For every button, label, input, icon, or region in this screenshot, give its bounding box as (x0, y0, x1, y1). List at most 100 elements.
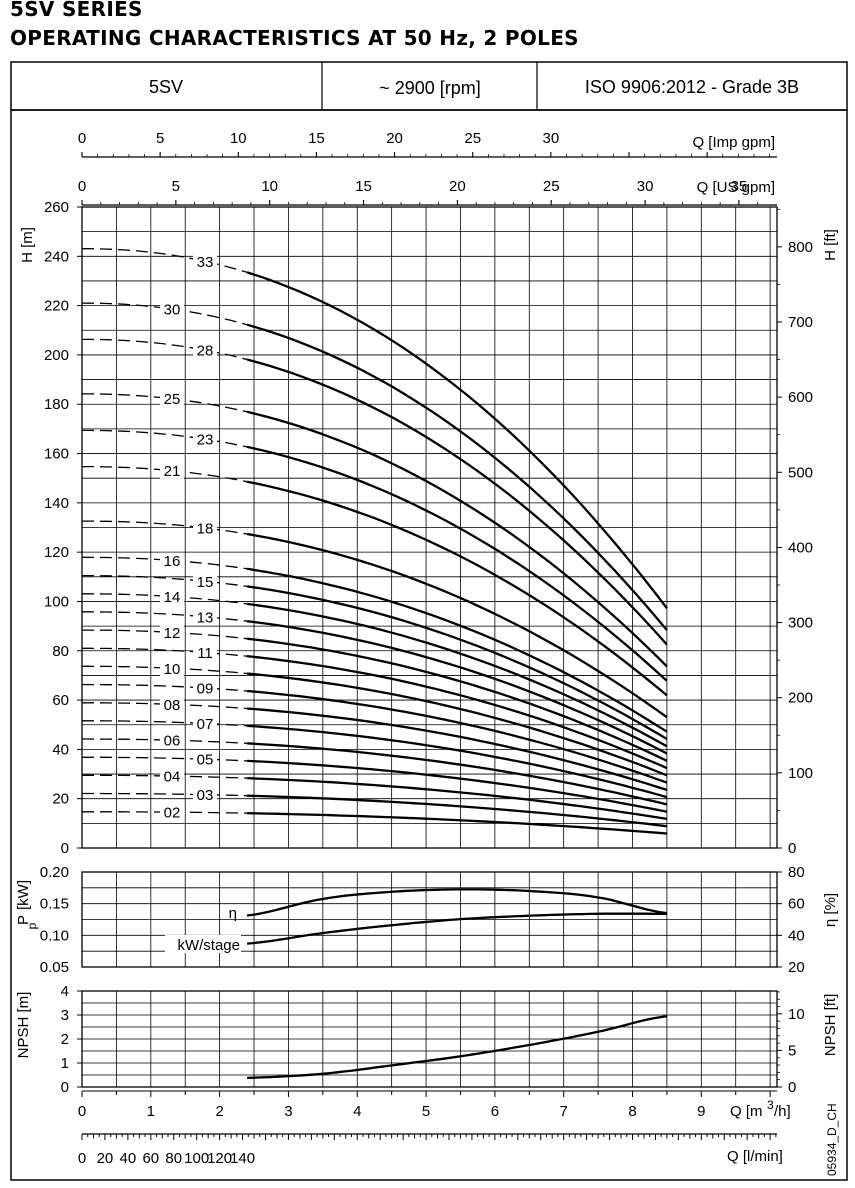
head-y-tick-label: 180 (44, 396, 69, 413)
curve-label-30: 30 (164, 301, 181, 318)
curve-label-background (193, 644, 217, 661)
head-curve-12-stages (246, 637, 668, 762)
head-curve-09-stages (247, 689, 668, 784)
head-y-tick-label: 40 (52, 741, 69, 758)
curve-label-background (193, 519, 217, 536)
curve-label-16: 16 (164, 553, 181, 570)
curve-label-21: 21 (164, 463, 181, 480)
power-y-axis-label: P (15, 915, 32, 925)
power-y-tick-label: 0.15 (40, 896, 69, 913)
efficiency-tick-label: 20 (788, 959, 805, 976)
head-y-tick-label: 140 (44, 495, 69, 512)
head-curve-07-stages (247, 724, 668, 799)
efficiency-tick-label: 60 (788, 896, 805, 913)
npsh-ft-tick-label: 0 (788, 1079, 796, 1096)
power-per-stage-curve-label: kW/stage (177, 937, 240, 954)
power-y-tick-label: 0.10 (40, 927, 69, 944)
head-y-tick-label: 80 (52, 643, 69, 660)
head-curve-21-stages (246, 480, 668, 697)
curve-label-background (160, 660, 184, 677)
chart-title-line-1: 5SV SERIES (10, 0, 143, 21)
head-curve-13-stages (246, 620, 668, 755)
m3h-tick-label: 5 (422, 1103, 430, 1120)
head-ft-tick-label: 600 (788, 389, 813, 406)
imp-gpm-tick-label: 25 (464, 130, 481, 147)
curve-label-background (160, 624, 184, 641)
head-curve-18-extension (82, 520, 248, 535)
lmin-tick-label: 0 (78, 1150, 86, 1167)
m3h-tick-label: 0 (78, 1103, 86, 1120)
efficiency-tick-label: 80 (788, 864, 805, 881)
curve-label-background (160, 732, 184, 749)
head-y-tick-label: 20 (52, 791, 69, 808)
head-curve-15-stages (246, 585, 668, 740)
curve-label-33: 33 (197, 254, 214, 271)
head-curve-05-extension (82, 756, 248, 762)
head-curve-07-extension (82, 720, 248, 727)
header-standard: ISO 9906:2012 - Grade 3B (585, 77, 799, 97)
lmin-tick-label: 140 (230, 1150, 255, 1167)
head-curve-08-stages (247, 707, 668, 791)
head-curve-33-extension (82, 248, 248, 274)
imp-gpm-tick-label: 10 (230, 130, 247, 147)
head-curve-16-stages (246, 567, 668, 733)
head-curve-33-stages (246, 271, 668, 609)
curve-label-10: 10 (164, 661, 181, 678)
power-y-axis-unit: [kW] (15, 880, 32, 910)
lmin-tick-label: 20 (97, 1150, 114, 1167)
head-curve-05-stages (247, 759, 668, 813)
curve-label-28: 28 (197, 343, 214, 360)
imp-gpm-tick-label: 20 (386, 130, 403, 147)
curve-label-09: 09 (197, 680, 214, 697)
curve-label-background (193, 786, 217, 803)
npsh-curve (247, 1015, 668, 1080)
curve-label-14: 14 (164, 589, 181, 606)
m3h-tick-label: 1 (147, 1103, 155, 1120)
curve-label-06: 06 (164, 733, 181, 750)
m3h-tick-label: 3 (284, 1103, 292, 1120)
head-y-tick-label: 200 (44, 347, 69, 364)
head-y-tick-label: 60 (52, 692, 69, 709)
power-y-tick-label: 0.20 (40, 864, 69, 881)
curve-label-18: 18 (197, 520, 214, 537)
power-y-tick-label: 0.05 (40, 959, 69, 976)
efficiency-tick-label: 40 (788, 927, 805, 944)
imp-gpm-tick-label: 30 (543, 130, 560, 147)
head-y-axis-label: H [m] (19, 227, 36, 263)
curve-label-background (160, 696, 184, 713)
head-curve-18-stages (246, 532, 668, 719)
head-ft-tick-label: 700 (788, 314, 813, 331)
curve-label-05: 05 (197, 752, 214, 769)
imp-gpm-tick-label: 0 (78, 130, 86, 147)
curve-label-23: 23 (197, 432, 214, 449)
curve-label-12: 12 (164, 625, 181, 642)
lmin-tick-label: 120 (207, 1150, 232, 1167)
header-model: 5SV (149, 77, 183, 97)
power-y-axis-subscript: p (25, 922, 39, 929)
head-curve-23-stages (246, 445, 668, 682)
head-curve-11-extension (82, 647, 248, 657)
curve-label-background (193, 342, 217, 359)
m3h-axis-superscript: 3 (767, 1098, 774, 1112)
head-curve-03-stages (247, 794, 668, 828)
npsh-ft-axis-label: NPSH [ft] (822, 994, 839, 1057)
curve-label-background (160, 300, 184, 317)
curve-label-background (160, 588, 184, 605)
curve-label-background (160, 462, 184, 479)
lmin-tick-label: 40 (120, 1150, 137, 1167)
head-curve-09-extension (81, 683, 248, 692)
head-y-tick-label: 100 (44, 593, 69, 610)
npsh-ft-tick-label: 10 (788, 1006, 805, 1023)
head-y-tick-label: 220 (44, 298, 69, 315)
curve-label-background (193, 431, 217, 448)
curve-label-08: 08 (164, 697, 181, 714)
us-gpm-tick-label: 25 (543, 178, 560, 195)
m3h-tick-label: 6 (491, 1103, 499, 1120)
head-curve-28-stages (246, 358, 668, 646)
us-gpm-tick-label: 30 (637, 178, 654, 195)
npsh-y-tick-label: 2 (61, 1031, 69, 1048)
efficiency-curve (246, 888, 668, 917)
npsh-y-tick-label: 1 (61, 1055, 69, 1072)
document-code: 05934_D_CH (825, 1103, 839, 1176)
